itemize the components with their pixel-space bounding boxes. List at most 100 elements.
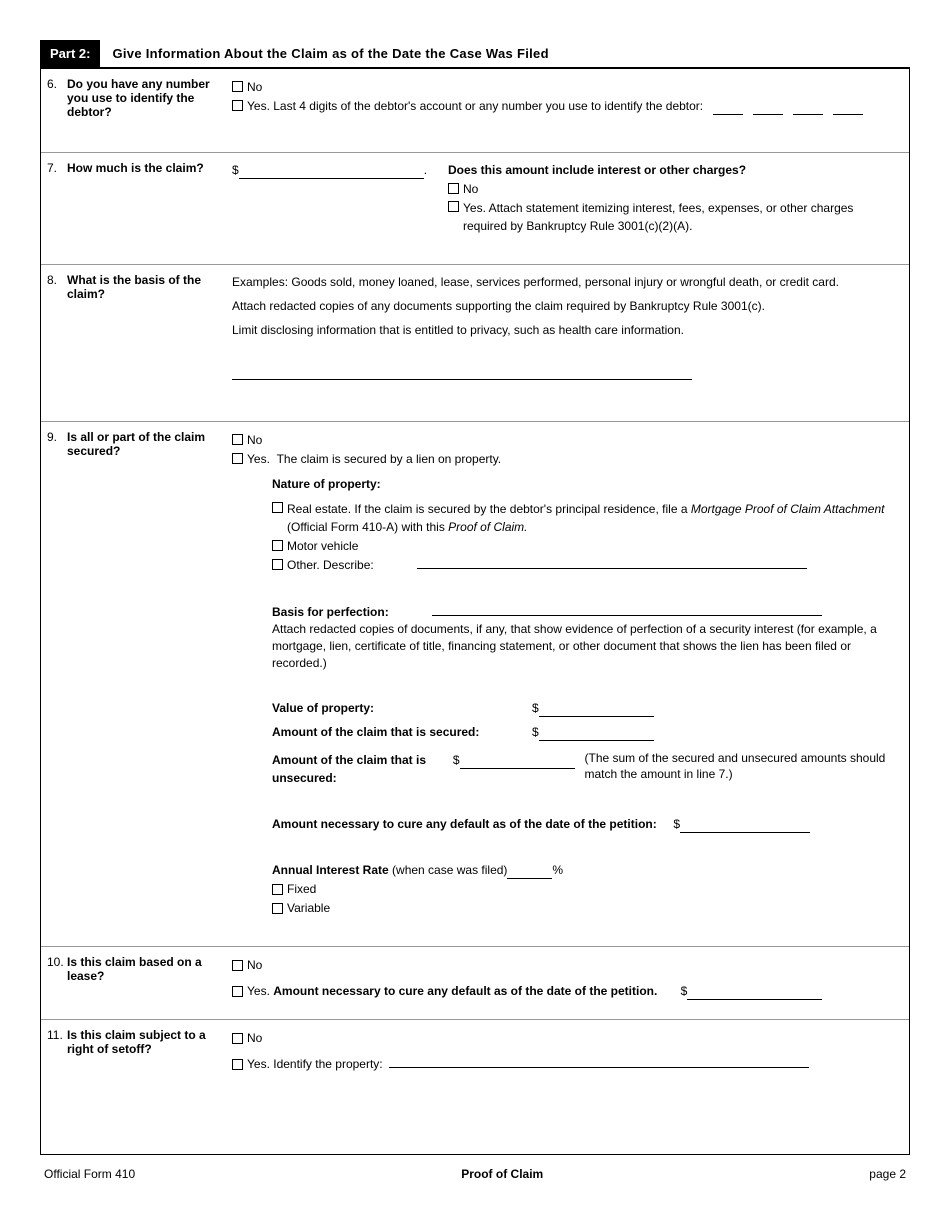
q8-content: Examples: Goods sold, money loaned, leas… (232, 273, 899, 403)
q7-yes-checkbox[interactable] (448, 201, 459, 212)
q7-amount-input[interactable] (239, 167, 424, 179)
q10-label: Is this claim based on a lease? (67, 955, 232, 1001)
q7-label: How much is the claim? (67, 161, 232, 246)
footer-right: page 2 (869, 1167, 906, 1181)
q6-content: No Yes. Last 4 digits of the debtor's ac… (232, 77, 899, 134)
q6-num: 6. (47, 77, 67, 134)
q9-yes-desc: The claim is secured by a lien on proper… (277, 452, 502, 466)
q9-motor-checkbox[interactable] (272, 540, 283, 551)
part-title: Give Information About the Claim as of t… (100, 46, 548, 61)
q9-realestate-text: Real estate. If the claim is secured by … (287, 500, 899, 536)
q6-no-checkbox[interactable] (232, 81, 243, 92)
question-11: 11. Is this claim subject to a right of … (41, 1020, 909, 1154)
q11-content: No Yes. Identify the property: (232, 1028, 899, 1074)
q9-value-label: Value of property (272, 701, 370, 715)
question-10: 10. Is this claim based on a lease? No Y… (41, 947, 909, 1020)
q9-fixed-text: Fixed (287, 882, 316, 896)
q9-fixed-checkbox[interactable] (272, 884, 283, 895)
q10-yes-text: Yes. (247, 984, 273, 998)
q10-amount-input[interactable] (687, 988, 822, 1000)
q8-input-line[interactable] (232, 368, 692, 380)
footer-left: Official Form 410 (44, 1167, 135, 1181)
q9-basis-input[interactable] (432, 604, 822, 616)
q9-rate-label: Annual Interest Rate (272, 863, 389, 877)
q9-variable-text: Variable (287, 901, 330, 915)
q10-content: No Yes. Amount necessary to cure any def… (232, 955, 899, 1001)
q6-digit-3[interactable] (793, 103, 823, 115)
q9-variable-checkbox[interactable] (272, 903, 283, 914)
q8-line2: Attach redacted copies of any documents … (232, 297, 899, 315)
q9-basis-text: Attach redacted copies of documents, if … (272, 621, 899, 671)
q10-yes-checkbox[interactable] (232, 986, 243, 997)
q9-rate-input[interactable] (507, 867, 552, 879)
q9-motor-text: Motor vehicle (287, 539, 358, 553)
q9-value-input[interactable] (539, 705, 654, 717)
q9-unsecured-input[interactable] (460, 757, 575, 769)
q11-yes-checkbox[interactable] (232, 1059, 243, 1070)
q7-question: Does this amount include interest or oth… (448, 161, 899, 179)
form-box: 6. Do you have any number you use to ide… (40, 67, 910, 1155)
q9-yes-checkbox[interactable] (232, 453, 243, 464)
q9-other-checkbox[interactable] (272, 559, 283, 570)
q10-num: 10. (47, 955, 67, 1001)
q9-unsecured-note: (The sum of the secured and unsecured am… (575, 751, 900, 782)
q9-rate-paren: (when case was filed) (389, 863, 508, 877)
question-7: 7. How much is the claim? $. Does this a… (41, 153, 909, 265)
q9-secured-dollar: $ (532, 725, 539, 739)
q9-unsecured-label: Amount of the claim that is unsecured: (272, 751, 453, 787)
q9-value-dollar: $ (532, 701, 539, 715)
question-8: 8. What is the basis of the claim? Examp… (41, 265, 909, 422)
q10-yes-bold: Amount necessary to cure any default as … (273, 984, 657, 998)
question-6: 6. Do you have any number you use to ide… (41, 69, 909, 153)
q10-dollar: $ (681, 984, 688, 998)
q9-cure-dollar: $ (673, 817, 680, 831)
q8-label: What is the basis of the claim? (67, 273, 232, 403)
q7-yes-text: Yes. Attach statement itemizing interest… (463, 199, 899, 235)
q9-content: No Yes. The claim is secured by a lien o… (232, 430, 899, 928)
q6-digit-4[interactable] (833, 103, 863, 115)
part-label: Part 2: (40, 40, 100, 67)
q6-yes-checkbox[interactable] (232, 100, 243, 111)
q6-no-text: No (247, 80, 262, 94)
part-header: Part 2: Give Information About the Claim… (40, 40, 910, 67)
q6-digit-2[interactable] (753, 103, 783, 115)
q7-dollar: $ (232, 163, 239, 177)
q11-num: 11. (47, 1028, 67, 1074)
q8-line1: Examples: Goods sold, money loaned, leas… (232, 273, 899, 291)
question-9: 9. Is all or part of the claim secured? … (41, 422, 909, 947)
q9-unsecured-dollar: $ (453, 753, 460, 767)
q7-num: 7. (47, 161, 67, 246)
q7-no-text: No (463, 182, 478, 196)
q9-no-text: No (247, 433, 262, 447)
q10-no-checkbox[interactable] (232, 960, 243, 971)
q9-basis-heading: Basis for perfection: (272, 605, 389, 619)
q10-no-text: No (247, 958, 262, 972)
q9-other-text: Other. Describe: (287, 558, 374, 572)
q6-digit-1[interactable] (713, 103, 743, 115)
q9-other-input[interactable] (417, 557, 807, 569)
page-footer: Official Form 410 Proof of Claim page 2 (40, 1167, 910, 1181)
q9-cure-label: Amount necessary to cure any default as … (272, 817, 657, 831)
q9-realestate-checkbox[interactable] (272, 502, 283, 513)
q9-secured-label: Amount of the claim that is secured: (272, 723, 532, 741)
q9-nature-heading: Nature of property: (272, 475, 899, 493)
q9-secured-input[interactable] (539, 729, 654, 741)
q11-no-checkbox[interactable] (232, 1033, 243, 1044)
q7-period: . (424, 163, 427, 177)
q11-no-text: No (247, 1031, 262, 1045)
q11-yes-text: Yes. Identify the property: (247, 1057, 383, 1071)
q9-cure-input[interactable] (680, 821, 810, 833)
q7-content: $. Does this amount include interest or … (232, 161, 899, 246)
q9-no-checkbox[interactable] (232, 434, 243, 445)
q8-line3: Limit disclosing information that is ent… (232, 321, 899, 339)
q8-num: 8. (47, 273, 67, 403)
q11-property-input[interactable] (389, 1056, 809, 1068)
q7-no-checkbox[interactable] (448, 183, 459, 194)
q9-label: Is all or part of the claim secured? (67, 430, 232, 928)
q9-percent: % (552, 863, 563, 877)
q6-label: Do you have any number you use to identi… (67, 77, 232, 134)
footer-center: Proof of Claim (461, 1167, 543, 1181)
q9-yes-text: Yes. (247, 452, 270, 466)
q6-yes-text: Yes. Last 4 digits of the debtor's accou… (247, 99, 703, 113)
q9-num: 9. (47, 430, 67, 928)
